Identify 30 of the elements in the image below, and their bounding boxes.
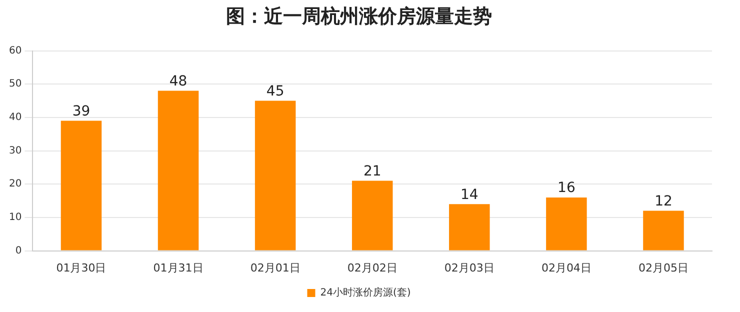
data-label: 14: [460, 186, 478, 203]
bar: [352, 180, 393, 250]
x-tick-label: 02月04日: [541, 261, 592, 274]
bar: [254, 100, 296, 250]
y-tick-label: 30: [8, 145, 22, 156]
data-label: 39: [72, 103, 90, 120]
bar: [60, 120, 102, 250]
x-tick-label: 01月30日: [56, 261, 106, 274]
x-tick-label: 02月01日: [250, 261, 300, 274]
y-tick-label: 10: [8, 212, 22, 224]
data-label: 21: [363, 163, 382, 180]
y-tick-label: 40: [8, 112, 22, 124]
y-tick-label: 0: [15, 245, 22, 256]
bar: [643, 210, 684, 250]
y-tick-label: 20: [8, 178, 22, 190]
x-tick-label: 02月03日: [444, 261, 494, 274]
y-tick-label: 60: [8, 45, 22, 56]
y-tick-label: 50: [8, 78, 22, 90]
x-tick-label: 02月02日: [347, 261, 398, 274]
data-label: 45: [266, 83, 284, 100]
bar: [158, 90, 199, 250]
data-label: 48: [169, 73, 188, 90]
x-tick-label: 02月05日: [638, 261, 688, 274]
bar: [546, 197, 587, 250]
data-label: 12: [654, 193, 672, 210]
data-label: 16: [558, 180, 576, 196]
chart-title: 图：近一周杭州涨价房源量走势: [226, 5, 492, 28]
x-tick-label: 01月31日: [153, 261, 204, 274]
bar: [449, 204, 490, 250]
legend-label: 24小时涨价房源(套): [320, 286, 411, 299]
